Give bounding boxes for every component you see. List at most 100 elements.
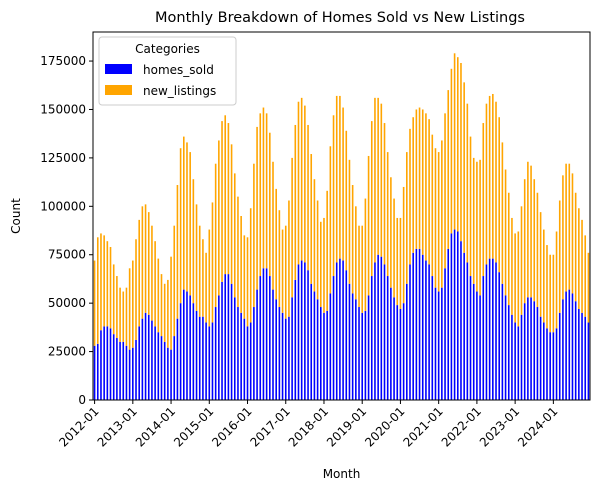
bar-new-listings (390, 177, 392, 288)
bar-homes-sold (441, 287, 443, 400)
bar-homes-sold (539, 316, 542, 400)
bar-new-listings (291, 157, 293, 298)
bar-new-listings (195, 204, 198, 311)
legend-title: Categories (135, 42, 200, 56)
bar-new-listings (552, 254, 555, 333)
bar-homes-sold (192, 303, 195, 400)
bar-new-listings (396, 217, 399, 306)
legend-label-new-listings: new_listings (143, 84, 216, 98)
bar-new-listings (453, 53, 456, 230)
bar-new-listings (141, 206, 144, 319)
y-tick-label: 125000 (40, 151, 86, 165)
bar-new-listings (259, 113, 262, 277)
bar-homes-sold (581, 312, 583, 400)
bar-homes-sold (218, 295, 220, 400)
bar-new-listings (183, 136, 185, 290)
bar-homes-sold (558, 312, 561, 400)
bar-new-listings (208, 229, 211, 327)
bar-homes-sold (495, 262, 497, 400)
bar-new-listings (144, 204, 147, 313)
bar-homes-sold (568, 289, 571, 400)
bar-new-listings (339, 95, 341, 259)
bar-homes-sold (278, 307, 281, 400)
bar-new-listings (488, 95, 491, 259)
bar-homes-sold (543, 322, 545, 400)
bar-new-listings (571, 173, 574, 294)
bar-new-listings (170, 256, 172, 350)
bar-homes-sold (444, 268, 446, 400)
bar-homes-sold (380, 256, 383, 400)
bar-new-listings (479, 159, 481, 296)
bar-new-listings (485, 103, 488, 265)
bar-homes-sold (460, 241, 462, 400)
chart-title: Monthly Breakdown of Homes Sold vs New L… (155, 10, 525, 26)
bar-homes-sold (571, 293, 574, 400)
bar-homes-sold (402, 303, 405, 400)
bar-homes-sold (288, 316, 290, 400)
bar-new-listings (307, 124, 309, 271)
bar-homes-sold (106, 326, 109, 400)
bar-new-listings (469, 136, 472, 277)
bar-homes-sold (406, 283, 408, 400)
bar-homes-sold (240, 312, 242, 400)
bar-new-listings (466, 103, 469, 263)
bar-homes-sold (555, 328, 558, 400)
bar-new-listings (125, 287, 128, 346)
bar-new-listings (412, 117, 414, 253)
bar-homes-sold (144, 312, 147, 400)
bar-new-listings (214, 163, 217, 308)
bar-new-listings (112, 264, 115, 335)
bar-homes-sold (323, 312, 325, 400)
bar-homes-sold (122, 341, 125, 400)
bar-new-listings (511, 217, 513, 315)
homes-sold-series (93, 229, 590, 400)
new-listings-series (93, 53, 590, 350)
x-tick-label: 2014-01 (133, 404, 178, 449)
bar-homes-sold (393, 297, 395, 400)
bar-homes-sold (434, 287, 437, 400)
bar-homes-sold (549, 332, 551, 400)
bar-homes-sold (275, 299, 277, 400)
y-tick-label: 50000 (48, 296, 86, 310)
bar-homes-sold (211, 322, 214, 400)
bar-new-listings (421, 109, 424, 255)
bar-homes-sold (205, 322, 207, 400)
bar-new-listings (304, 105, 306, 263)
bar-homes-sold (109, 328, 112, 400)
bar-new-listings (348, 159, 351, 284)
bar-new-listings (402, 186, 405, 304)
bar-new-listings (507, 192, 510, 306)
bar-homes-sold (141, 318, 144, 400)
bar-homes-sold (552, 332, 555, 400)
bar-new-listings (574, 192, 577, 302)
bar-new-listings (584, 235, 587, 317)
bar-homes-sold (214, 307, 217, 400)
bar-homes-sold (202, 316, 204, 400)
bar-homes-sold (265, 268, 268, 400)
bar-new-listings (565, 163, 567, 292)
bar-homes-sold (511, 314, 513, 400)
bar-new-listings (434, 148, 437, 288)
bar-homes-sold (587, 322, 590, 400)
bar-new-listings (176, 185, 179, 319)
bar-homes-sold (425, 260, 427, 400)
bar-homes-sold (348, 283, 351, 400)
bar-new-listings (370, 121, 373, 277)
bar-homes-sold (297, 264, 300, 400)
bar-homes-sold (351, 293, 354, 400)
bar-homes-sold (176, 318, 179, 400)
bar-homes-sold (256, 289, 258, 400)
bar-new-listings (138, 219, 140, 327)
bar-homes-sold (507, 305, 510, 400)
bar-new-listings (441, 140, 443, 288)
bar-new-listings (498, 117, 500, 273)
bar-new-listings (406, 152, 408, 284)
x-tick-label: 2019-01 (324, 404, 369, 449)
bar-homes-sold (456, 231, 459, 400)
bar-new-listings (310, 154, 313, 284)
bar-new-listings (536, 192, 539, 308)
bar-homes-sold (316, 299, 319, 400)
bar-new-listings (527, 161, 529, 298)
bar-new-listings (179, 148, 182, 304)
